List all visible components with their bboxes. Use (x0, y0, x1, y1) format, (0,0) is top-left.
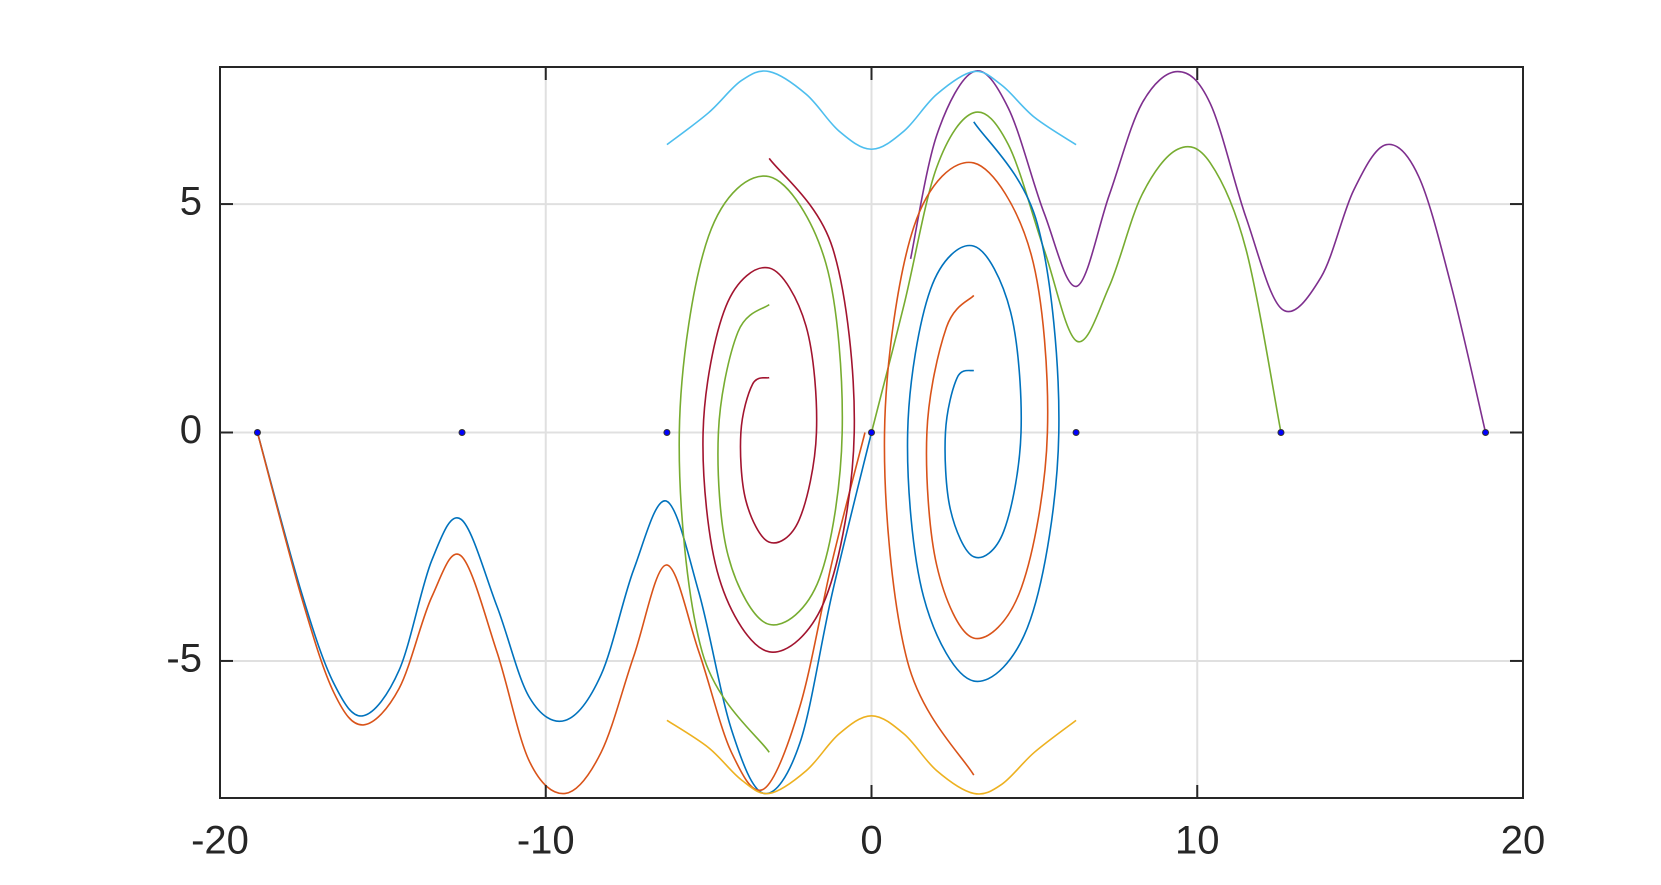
x-tick-label: -10 (517, 819, 575, 863)
equilibrium-point (1482, 429, 1490, 436)
trajectory (909, 70, 1487, 433)
x-tick-label: 10 (1175, 819, 1220, 863)
y-tick-label: 0 (180, 408, 202, 452)
x-tick-label: 20 (1501, 819, 1546, 863)
equilibrium-point (458, 429, 466, 436)
trajectory (666, 714, 1077, 795)
equilibrium-point (663, 429, 671, 436)
x-tick-label: -20 (191, 819, 249, 863)
y-tick-label: 5 (180, 180, 202, 224)
equilibrium-point (1072, 429, 1080, 436)
trajectory (256, 432, 873, 795)
x-tick-label: 0 (860, 819, 882, 863)
y-tick-label: -5 (166, 637, 202, 681)
trajectory (906, 121, 1060, 683)
trajectory (678, 175, 844, 753)
trajectory (702, 157, 856, 653)
equilibrium-point (253, 429, 261, 436)
ticks: -20 -10 0 10 20 -5 0 5 (166, 67, 1545, 863)
equilibrium-point (868, 429, 875, 436)
trajectory (256, 432, 866, 795)
plot-area (253, 70, 1490, 795)
trajectory (666, 70, 1077, 151)
trajectory (883, 161, 1049, 776)
equilibrium-point (1277, 429, 1285, 436)
